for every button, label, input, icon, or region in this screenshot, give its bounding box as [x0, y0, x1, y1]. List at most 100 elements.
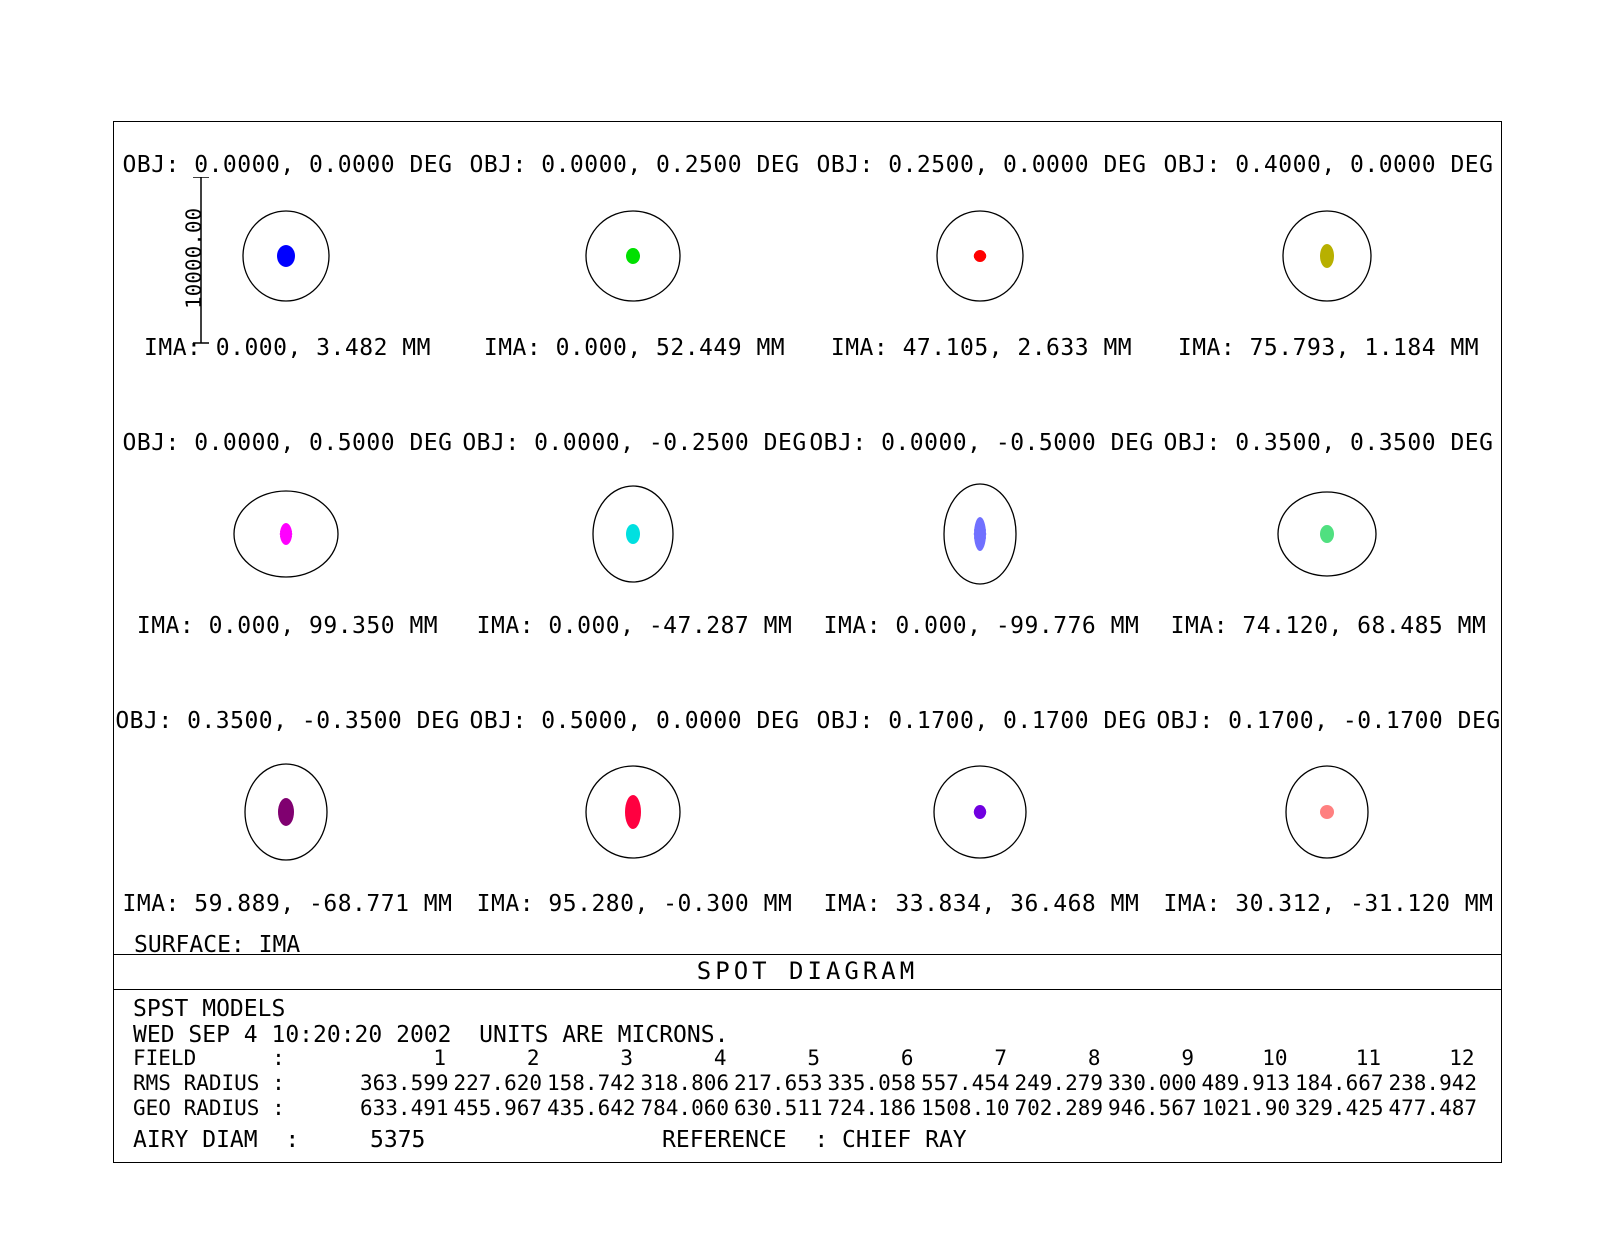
- object-field-label: OBJ: 0.0000, 0.0000 DEG: [122, 152, 453, 178]
- object-field-label: OBJ: 0.0000, -0.5000 DEG: [809, 430, 1154, 456]
- row-label: GEO RADIUS :: [133, 1096, 285, 1120]
- ray-spot: [973, 805, 987, 819]
- geo-radius-row: GEO RADIUS : 633.491 455.967 435.642 784.060…: [133, 1096, 1477, 1120]
- spot-plot: [585, 210, 681, 302]
- airy-disk-circle: [585, 210, 681, 302]
- spot-plot: [1277, 491, 1377, 577]
- table-cell: 2: [526, 1046, 540, 1070]
- object-field-label: OBJ: 0.0000, 0.2500 DEG: [469, 152, 800, 178]
- field-cell-7: OBJ: 0.0000, -0.5000 DEG IMA: 0.000, -99.…: [808, 400, 1155, 678]
- spot-plot: [233, 490, 339, 578]
- footer-model-name: SPST MODELS: [133, 996, 286, 1022]
- ray-spot: [278, 798, 294, 826]
- object-field-label: OBJ: 0.2500, 0.0000 DEG: [816, 152, 1147, 178]
- table-cell: 784.060: [640, 1096, 730, 1120]
- table-cell: 227.620: [453, 1071, 543, 1095]
- scale-bar-label: 10000.00: [182, 207, 206, 309]
- ray-spot: [1320, 525, 1334, 543]
- image-position-label: IMA: 74.120, 68.485 MM: [1170, 613, 1487, 639]
- object-field-label: OBJ: 0.3500, 0.3500 DEG: [1163, 430, 1494, 456]
- table-cell: 318.806: [640, 1071, 730, 1095]
- table-cell: 9: [1181, 1046, 1194, 1070]
- table-cell: 11: [1355, 1046, 1381, 1070]
- table-cell: 363.599: [360, 1071, 449, 1095]
- reference-label: REFERENCE : CHIEF RAY: [662, 1127, 967, 1153]
- object-field-label: OBJ: 0.0000, -0.2500 DEG: [462, 430, 807, 456]
- row-label: FIELD :: [133, 1046, 285, 1070]
- spot-plot: [1282, 210, 1372, 302]
- table-cell: 946.567: [1108, 1096, 1197, 1120]
- airy-disk-circle: [933, 765, 1027, 859]
- ray-spot: [973, 517, 987, 551]
- surface-label: SURFACE: IMA: [134, 932, 301, 958]
- ray-spot: [1320, 805, 1334, 819]
- image-position-label: IMA: 33.834, 36.468 MM: [823, 891, 1140, 917]
- divider-bottom: [114, 989, 1501, 990]
- object-field-label: OBJ: 0.5000, 0.0000 DEG: [469, 708, 800, 734]
- table-cell: 217.653: [734, 1071, 823, 1095]
- table-cell: 10: [1262, 1046, 1288, 1070]
- airy-disk-circle: [242, 210, 330, 302]
- table-cell: 329.425: [1295, 1096, 1384, 1120]
- table-cell: 3: [620, 1046, 633, 1070]
- airy-disk-circle: [592, 485, 674, 583]
- scale-bar: [193, 177, 209, 344]
- table-cell: 8: [1087, 1046, 1101, 1070]
- image-position-label: IMA: 59.889, -68.771 MM: [122, 891, 453, 917]
- table-cell: 4: [713, 1046, 727, 1070]
- divider-top: [114, 954, 1501, 955]
- ray-spot: [625, 795, 641, 829]
- table-cell: 1: [433, 1046, 446, 1070]
- table-cell: 335.058: [827, 1071, 917, 1095]
- spot-plot: [1285, 765, 1369, 859]
- field-cell-11: OBJ: 0.1700, 0.1700 DEG IMA: 33.834, 36.4…: [808, 678, 1155, 956]
- table-cell: 184.667: [1295, 1071, 1384, 1095]
- airy-diam-value: 5375: [370, 1127, 426, 1153]
- image-position-label: IMA: 95.280, -0.300 MM: [476, 891, 793, 917]
- table-cell: 702.289: [1014, 1096, 1104, 1120]
- row-label: RMS RADIUS :: [133, 1071, 285, 1095]
- airy-disk-circle: [943, 483, 1017, 585]
- object-field-label: OBJ: 0.1700, -0.1700 DEG: [1156, 708, 1501, 734]
- table-cell: 435.642: [547, 1096, 636, 1120]
- table-cell: 12: [1449, 1046, 1475, 1070]
- rms-radius-row: RMS RADIUS : 363.599 227.620 158.742 318.806…: [133, 1071, 1478, 1095]
- table-cell: 238.942: [1388, 1071, 1478, 1095]
- ray-spot: [973, 250, 987, 262]
- airy-disk-circle: [1285, 765, 1369, 859]
- spot-diagram-frame: OBJ: 0.0000, 0.0000 DEG IMA: 0.000, 3.482…: [113, 121, 1502, 1163]
- table-cell: 557.454: [921, 1071, 1010, 1095]
- field-cell-9: OBJ: 0.3500, -0.3500 DEG IMA: 59.889, -68…: [114, 678, 461, 956]
- table-cell: 1508.10: [921, 1096, 1010, 1120]
- table-cell: 5: [807, 1046, 820, 1070]
- spot-plot: [244, 763, 328, 861]
- table-cell: 630.511: [734, 1096, 823, 1120]
- image-position-label: IMA: 0.000, 52.449 MM: [483, 335, 786, 361]
- spot-plot: [242, 210, 330, 302]
- ray-spot: [1320, 244, 1334, 268]
- spot-plot: [943, 483, 1017, 585]
- airy-disk-circle: [936, 210, 1024, 302]
- spot-plot: [592, 485, 674, 583]
- image-position-label: IMA: 75.793, 1.184 MM: [1177, 335, 1480, 361]
- ray-spot: [277, 245, 295, 267]
- airy-disk-circle: [1277, 491, 1377, 577]
- table-cell: 249.279: [1014, 1071, 1104, 1095]
- spot-plot: [936, 210, 1024, 302]
- spot-plot: [585, 765, 681, 859]
- object-field-label: OBJ: 0.3500, -0.3500 DEG: [115, 708, 460, 734]
- field-cell-3: OBJ: 0.2500, 0.0000 DEG IMA: 47.105, 2.63…: [808, 122, 1155, 400]
- footer-date-units: WED SEP 4 10:20:20 2002 UNITS ARE MICRON…: [133, 1022, 729, 1048]
- field-cell-4: OBJ: 0.4000, 0.0000 DEG IMA: 75.793, 1.18…: [1155, 122, 1502, 400]
- object-field-label: OBJ: 0.1700, 0.1700 DEG: [816, 708, 1147, 734]
- airy-disk-circle: [1282, 210, 1372, 302]
- field-cell-10: OBJ: 0.5000, 0.0000 DEG IMA: 95.280, -0.3…: [461, 678, 808, 956]
- airy-disk-circle: [585, 765, 681, 859]
- image-position-label: IMA: 0.000, -99.776 MM: [823, 613, 1140, 639]
- field-cell-12: OBJ: 0.1700, -0.1700 DEG IMA: 30.312, -31…: [1155, 678, 1502, 956]
- table-cell: 455.967: [453, 1096, 543, 1120]
- table-cell: 489.913: [1201, 1071, 1291, 1095]
- table-cell: 158.742: [547, 1071, 636, 1095]
- image-position-label: IMA: 0.000, 99.350 MM: [136, 613, 439, 639]
- image-position-label: IMA: 0.000, -47.287 MM: [476, 613, 793, 639]
